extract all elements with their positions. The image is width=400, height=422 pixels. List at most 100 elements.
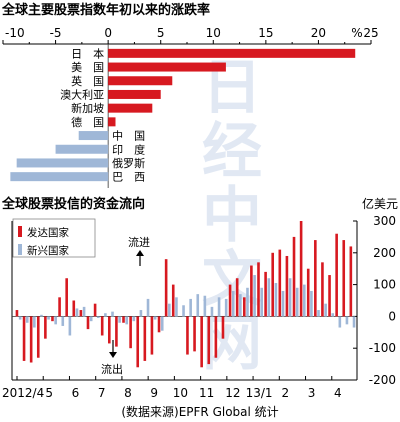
chart1-x-tick-label: 10 [206,26,221,40]
chart2-bar-emerging [33,316,36,328]
chart1-category-label: 澳大利亚 [60,87,104,101]
chart2-bar-developed [65,278,68,317]
chart2-plot: -200 -100 0 100 200 300 2012/4 5 6 7 8 9 10 11 12 13/1 2… [2,214,396,400]
chart2-bar-emerging [288,278,292,317]
chart2-bar-developed [150,316,154,355]
chart2-bar-developed [292,236,296,317]
chart2-bar-developed [349,246,353,317]
chart2-bar-emerging [96,316,100,318]
chart2-bar-developed [200,316,203,368]
source-note: (数据来源)EPFR Global 统计 [121,404,278,419]
chart2-bar-emerging [203,295,207,317]
chart2-bar-developed [79,310,83,317]
chart2-bar-emerging [260,287,263,317]
chart2-bar-emerging [54,316,57,325]
watermark-char: 中 [202,181,262,251]
chart2-bar-emerging [61,316,65,326]
chart2-unit: 亿美元 [362,196,398,211]
chart2-bar-developed [299,221,303,317]
chart2-bar-developed [93,303,97,317]
chart2-x-tick-label: 9 [150,386,158,400]
chart2-bar-developed [122,316,125,323]
chart2-bar-developed [221,316,225,339]
chart2-bar-developed [228,284,232,317]
chart1-category-label: 德 国 [71,115,104,129]
chart2-bar-developed [72,300,76,317]
chart2-bar-emerging [160,316,164,331]
chart1-unit: % [351,26,362,40]
chart2-x-tick-label: 7 [98,386,106,400]
chart2-bar-developed [242,297,246,317]
inflow-label: 流进 [128,235,150,249]
chart1-x-tick-label: 5 [157,26,165,40]
chart2-bar-emerging [267,278,271,317]
chart2-bar-emerging [281,290,285,317]
chart2-bar-developed [285,255,289,317]
chart2-x-tick-label: 2012/4 [2,386,44,400]
chart2-bar-emerging [253,275,256,317]
chart2-bar-developed [29,316,33,363]
chart2-bar-emerging [324,303,327,317]
chart2-y-tick-label: 100 [373,278,396,292]
chart2-bar-emerging [352,316,356,328]
chart1-category-label: 俄罗斯 [112,157,145,170]
chart1-bar [108,117,116,127]
chart2-bar-developed [136,316,140,368]
chart2-bar-developed [15,310,19,317]
chart2-y-tick-label: -100 [369,341,396,355]
chart2-bar-emerging [82,306,86,317]
chart1-bar [108,89,161,99]
chart2-bar-emerging [274,283,278,317]
chart2-bar-emerging [118,316,121,323]
chart2-bar-developed [58,297,61,317]
chart2-bar-emerging [47,316,50,320]
chart2-legend-box [12,218,96,258]
chart2-bar-developed [207,316,211,365]
chart1-bar [108,62,226,72]
chart2-bar-developed [22,316,26,361]
chart1-bar [55,144,109,154]
chart1-category-label: 中 国 [112,130,145,143]
chart2-bar-developed [264,271,267,317]
chart2-bar-emerging [111,311,114,317]
chart1-bar [108,103,153,113]
chart2-bar-emerging [317,310,320,317]
chart2-bar-developed [157,316,161,333]
chart2-bar-emerging [139,310,143,317]
chart2-bar-emerging [132,316,136,322]
chart2-bar-developed [129,316,132,349]
chart1-bar [108,48,356,58]
chart2-bar-emerging [331,313,335,317]
chart2-bar-emerging [182,305,185,317]
chart1-category-label: 日 本 [71,46,104,60]
chart2-x-tick-label: 3 [308,386,316,400]
watermark-char: 经 [202,117,262,187]
chart2-bar-developed [278,249,282,317]
chart2-bar-emerging [231,290,235,317]
chart2-bar-developed [328,275,331,317]
chart2-bar-developed [235,278,239,317]
chart2-bar-emerging [310,290,313,317]
chart2-x-tick-label: 2 [281,386,289,400]
chart2-bar-emerging [295,287,299,317]
chart2-bar-emerging [210,306,214,317]
watermark-char: 网 [202,309,262,379]
chart2-bar-developed [164,259,168,317]
chart2-x-tick-label: 4 [334,386,342,400]
chart2-bar-emerging [224,298,228,317]
chart2-bar-developed [143,316,147,361]
chart2-bar-emerging [104,313,107,317]
chart2-bar-emerging [175,297,178,317]
chart2-x-tick-label: 6 [72,386,80,400]
chart2-bar-developed [271,252,275,317]
chart2-legend-label: 新兴国家 [27,244,69,257]
chart2-bar-emerging [89,316,93,322]
chart1-bar [78,131,109,141]
chart2-bar-developed [342,240,346,317]
chart2-bar-developed [314,240,317,317]
chart2-x-tick-label: 13/1 [246,386,273,400]
chart2-bar-developed [306,268,310,317]
chart1-x-tick-label: 15 [258,26,273,40]
